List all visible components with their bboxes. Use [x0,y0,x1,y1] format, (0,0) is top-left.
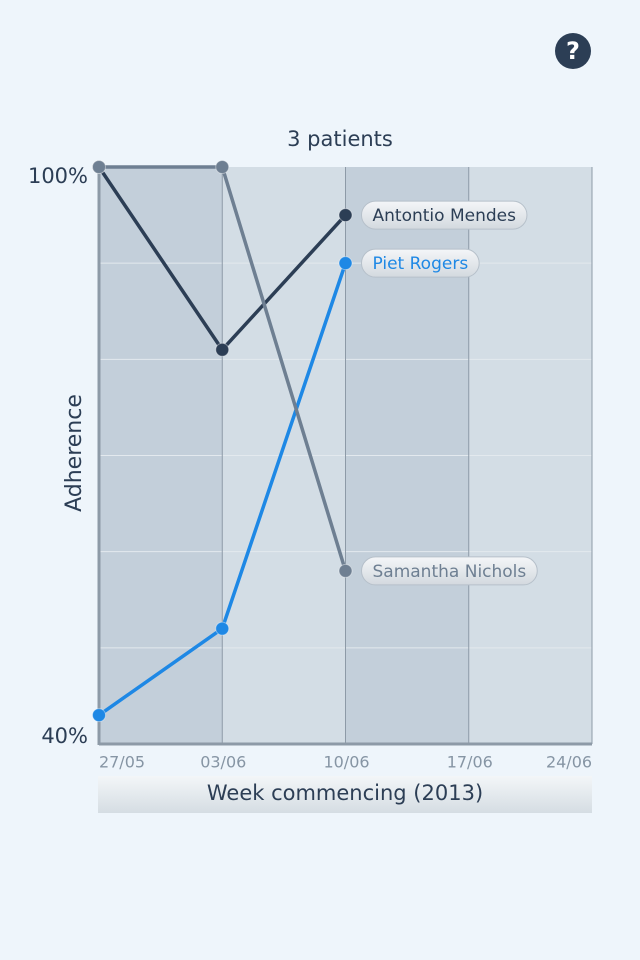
x-axis-band [98,776,592,813]
data-point [338,256,353,271]
data-point [92,708,106,723]
series-label-pill [361,200,528,230]
x-axis-label: Week commencing (2013) [207,781,483,805]
series-label-text: Piet Rogers [373,254,469,274]
help-icon[interactable]: ? [566,37,580,65]
data-point [215,342,230,357]
data-point [215,621,230,636]
y-tick-label: 40% [41,724,88,748]
series-label-text: Antontio Mendes [373,206,517,226]
y-axis-label: Adherence [62,394,87,512]
series-label-pill [361,556,538,586]
chart-title: 3 patients [287,127,393,151]
data-point [338,208,353,223]
x-tick-label: 24/06 [546,753,592,772]
plot: 27/05 03/06 10/06 17/06 24/06 40% 100% Antontio… [28,160,593,772]
series-label-text: Samantha Nichols [373,562,527,582]
data-point [92,160,106,174]
help-button[interactable]: ? [555,33,591,69]
series-label-pill [361,248,480,278]
y-tick-label: 100% [28,164,88,188]
x-tick-label: 27/05 [99,753,145,772]
help-circle[interactable] [555,33,591,69]
series-label: Samantha Nichols [361,556,538,586]
data-point [215,160,230,174]
x-tick-label: 10/06 [323,753,369,772]
x-tick-label: 17/06 [447,753,493,772]
data-point [338,563,353,578]
x-tick-label: 03/06 [200,753,246,772]
series-label: Piet Rogers [361,248,480,278]
series-label: Antontio Mendes [361,200,528,230]
